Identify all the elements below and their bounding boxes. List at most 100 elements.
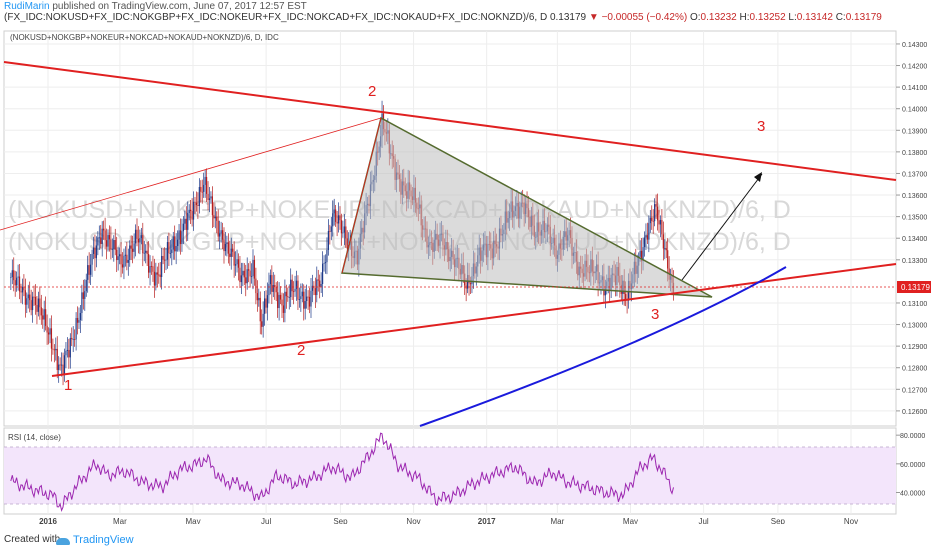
candle-body: [284, 291, 286, 313]
candle-body: [33, 296, 35, 298]
lower-trendline[interactable]: [51, 263, 897, 377]
candle-body: [47, 332, 50, 335]
time-axis[interactable]: 2016 Mar May Jul Sep Nov 2017 Mar May Jul Sep Nov: [39, 517, 858, 526]
candle-body: [266, 295, 269, 308]
candle-body: [290, 279, 292, 298]
candle-body: [268, 284, 270, 296]
chart-header: RudiMarin published on TradingView.com, …: [0, 0, 932, 24]
candle-body: [97, 237, 99, 246]
candle-body: [640, 250, 643, 262]
candle-body: [179, 230, 182, 245]
candle-body: [333, 209, 335, 214]
candle-body: [37, 298, 39, 312]
price-tick-label: 0.13000: [902, 323, 927, 330]
candle-body: [45, 309, 47, 326]
candle-body: [121, 264, 124, 268]
candle-body: [116, 249, 118, 261]
candle-body: [20, 291, 22, 293]
tradingview-brand[interactable]: TradingView: [56, 532, 134, 548]
candle-body: [342, 232, 344, 234]
rsi-tick-label: 40.0000: [900, 491, 925, 498]
candle-body: [642, 247, 644, 262]
candle-body: [60, 364, 63, 366]
candle-body: [319, 280, 321, 287]
candle-body: [336, 221, 338, 224]
price-chart[interactable]: (NOKUSD+NOKGBP+NOKEUR+NOKCAD+NOKAUD+NOKN…: [0, 24, 932, 526]
candle-body: [329, 230, 331, 232]
candle-body: [261, 321, 263, 327]
candle-body: [204, 176, 206, 185]
price-tick-label: 0.13100: [902, 301, 927, 308]
candle-body: [232, 248, 234, 252]
time-tick-label: Nov: [844, 517, 858, 524]
candle-body: [55, 348, 57, 351]
candle-body: [178, 230, 180, 240]
candle-body: [321, 263, 324, 285]
candle-body: [147, 253, 150, 273]
candle-body: [248, 269, 250, 271]
candle-body: [72, 339, 74, 340]
candle-body: [211, 196, 213, 216]
upper-trendline[interactable]: [3, 61, 897, 181]
wave-2-leg[interactable]: [341, 117, 382, 274]
last-price: 0.13179: [549, 12, 587, 23]
candle-body: [10, 277, 12, 278]
candle-body: [234, 264, 237, 266]
candle-body: [114, 240, 116, 250]
candle-body: [68, 349, 70, 358]
open-value: 0.13232: [700, 12, 737, 23]
candle-body: [165, 259, 167, 261]
candle-body: [24, 290, 26, 305]
candle-body: [98, 237, 100, 239]
candle-body: [191, 211, 193, 220]
candle-body: [145, 250, 147, 253]
candle-body: [161, 255, 163, 278]
candle-body: [654, 204, 656, 222]
candle-body: [240, 275, 242, 283]
candle-body: [149, 266, 151, 273]
candle-body: [303, 291, 305, 309]
price-axis[interactable]: 0.14300 0.14200 0.14100 0.14000 0.13900 0.138…: [896, 42, 927, 416]
rsi-line: [10, 432, 674, 513]
candle-body: [11, 270, 13, 278]
time-tick-label: 2017: [478, 517, 496, 524]
candle-body: [175, 245, 177, 252]
candle-body: [469, 283, 472, 285]
candle-body: [14, 280, 16, 286]
candle-body: [658, 220, 660, 225]
candle-body: [156, 272, 158, 275]
price-change: −0.00055 (−0.42%): [601, 12, 688, 23]
candle-body: [133, 243, 135, 252]
candle-body: [104, 230, 106, 241]
candle-body: [292, 291, 295, 293]
price-tick-label: 0.13700: [902, 171, 927, 178]
candle-body: [168, 242, 170, 254]
thin-trendline[interactable]: [0, 117, 382, 231]
arrow-head-icon: [754, 172, 762, 182]
candle-body: [39, 298, 41, 308]
candle-body: [258, 297, 260, 301]
candle-body: [153, 271, 155, 286]
candle-body: [297, 280, 299, 300]
candle-body: [345, 226, 347, 239]
chart-area[interactable]: (NOKUSD+NOKGBP+NOKEUR+NOKCAD+NOKAUD+NOKN…: [0, 24, 932, 526]
candle-body: [229, 253, 231, 257]
candle-body: [185, 218, 187, 230]
candle-body: [17, 276, 19, 278]
candle-body: [192, 201, 195, 220]
candle-body: [53, 349, 55, 351]
candle-body: [656, 206, 659, 221]
candle-body: [314, 288, 316, 296]
author-link[interactable]: RudiMarin: [4, 1, 50, 12]
candle-body: [311, 285, 314, 291]
candle-body: [26, 298, 28, 305]
candle-body: [239, 267, 241, 283]
candle-body: [655, 204, 657, 207]
candle-body: [21, 286, 24, 293]
projection-arrow[interactable]: [681, 173, 763, 281]
candle-body: [111, 248, 113, 250]
time-tick-label: 2016: [39, 517, 57, 524]
candle-body: [79, 313, 82, 321]
candle-body: [237, 259, 240, 268]
price-tick-label: 0.14000: [902, 107, 927, 114]
